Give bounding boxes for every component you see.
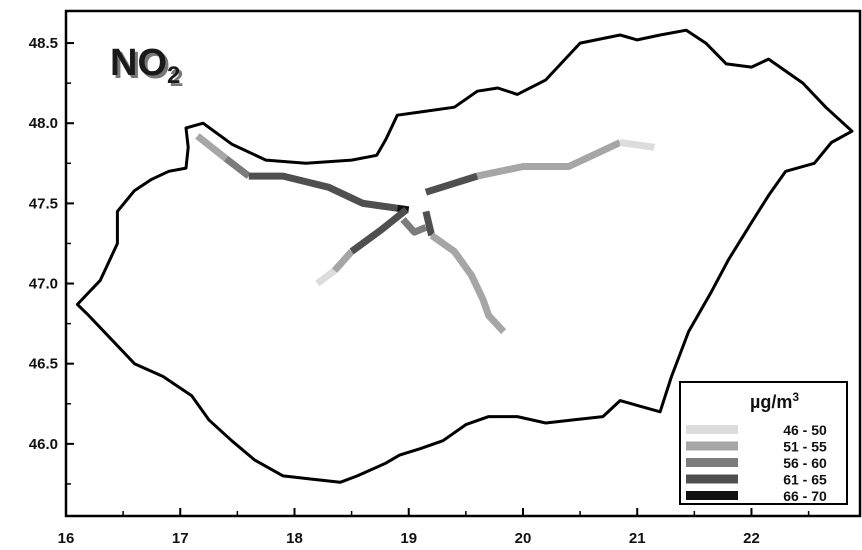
y-tick-label: 47.0 — [29, 276, 58, 293]
hungary-outline — [75, 28, 854, 484]
legend-label: 61 - 65 — [783, 472, 827, 488]
x-tick-label: 16 — [58, 530, 75, 547]
x-tick-label: 19 — [400, 530, 417, 547]
route-segment — [248, 172, 398, 212]
route-segment — [315, 267, 337, 287]
x-tick-label: 17 — [172, 530, 189, 547]
legend-swatch — [686, 425, 738, 434]
route-segment — [476, 139, 622, 180]
y-tick-label: 46.5 — [29, 356, 58, 373]
map-title: NO2 NO2 — [110, 42, 183, 92]
y-tick-label: 47.5 — [29, 195, 58, 212]
route-segment — [619, 139, 655, 151]
route-segment — [400, 217, 428, 236]
legend-swatch — [686, 474, 738, 484]
route-segment — [349, 207, 409, 255]
axis-ticks: 16 17 18 19 20 21 22 48.5 48.0 47.5 47.0 46.5 46.0 — [29, 35, 810, 547]
legend-label: 46 - 50 — [783, 422, 827, 438]
y-tick-label: 48.5 — [29, 35, 58, 52]
x-tick-label: 20 — [515, 530, 532, 547]
legend-label: 51 - 55 — [783, 439, 827, 455]
legend-unit: µg/m3 — [750, 390, 799, 412]
route-segment — [424, 172, 479, 196]
x-tick-label: 18 — [286, 530, 303, 547]
route-segment — [195, 133, 229, 162]
legend-swatch — [686, 441, 738, 451]
route-segment — [223, 155, 251, 179]
route-segment — [429, 232, 507, 334]
y-tick-label: 48.0 — [29, 115, 58, 132]
legend-label: 56 - 60 — [783, 455, 827, 471]
y-tick-label: 46.0 — [29, 436, 58, 453]
legend-label: 66 - 70 — [783, 488, 827, 504]
legend-swatch — [686, 458, 738, 467]
no2-routes — [195, 133, 655, 334]
x-tick-label: 21 — [629, 530, 646, 547]
route-segment — [422, 210, 436, 237]
country-border — [75, 28, 854, 484]
legend-swatch — [686, 491, 738, 500]
route-segment — [331, 249, 355, 274]
map-title-text: NO2 — [110, 42, 180, 89]
map-title-shadow: NO2 — [113, 45, 183, 92]
x-tick-label: 22 — [743, 530, 760, 547]
